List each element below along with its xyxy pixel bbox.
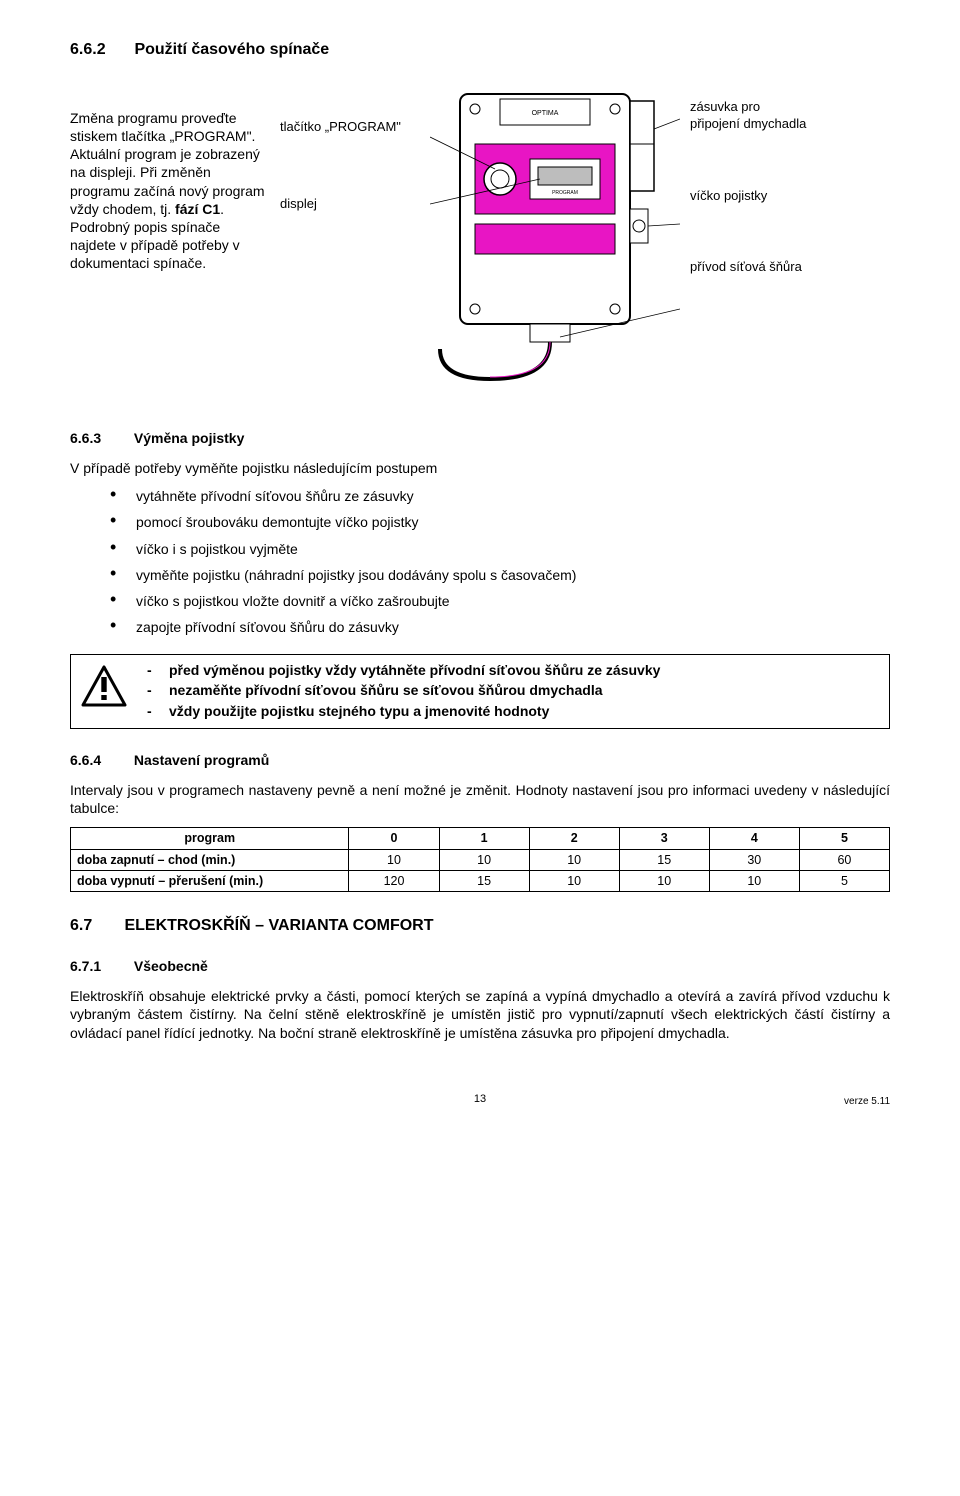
warning-box: před výměnou pojistky vždy vytáhněte pří…: [70, 654, 890, 729]
list-item: víčko s pojistkou vložte dovnitř a víčko…: [110, 592, 890, 610]
heading-67: 6.7 ELEKTROSKŘÍŇ – VARIANTA COMFORT: [70, 916, 890, 937]
table-cell: 10: [349, 849, 439, 870]
diagram-labels-right: zásuvka pro připojení dmychadla víčko po…: [690, 89, 810, 332]
list-item: vytáhněte přívodní síťovou šňůru ze zásu…: [110, 487, 890, 505]
label-fuse-cap: víčko pojistky: [690, 188, 810, 205]
table-cell: 60: [799, 849, 889, 870]
table-header: program: [71, 828, 349, 849]
device-diagram: OPTIMA PROGRAM: [430, 89, 680, 389]
heading-664: 6.6.4 Nastavení programů: [70, 751, 890, 769]
intro-663: V případě potřeby vyměňte pojistku násle…: [70, 459, 890, 477]
para-664: Intervaly jsou v programech nastaveny pe…: [70, 781, 890, 817]
table-cell: 30: [709, 849, 799, 870]
version-label: verze 5.11: [844, 1095, 890, 1108]
para-671: Elektroskříň obsahuje elektrické prvky a…: [70, 987, 890, 1042]
list-item: pomocí šroubováku demontujte víčko pojis…: [110, 513, 890, 531]
table-header: 1: [439, 828, 529, 849]
heading-663: 6.6.3 Výměna pojistky: [70, 429, 890, 447]
table-cell: doba zapnutí – chod (min.): [71, 849, 349, 870]
page-footer: 13 verze 5.11: [70, 1092, 890, 1106]
table-header: 2: [529, 828, 619, 849]
table-header: 5: [799, 828, 889, 849]
warning-item: před výměnou pojistky vždy vytáhněte pří…: [141, 661, 660, 679]
label-power-cord: přívod síťová šňůra: [690, 259, 810, 276]
svg-text:PROGRAM: PROGRAM: [552, 190, 578, 196]
table-cell: 10: [709, 870, 799, 891]
table-header: 0: [349, 828, 439, 849]
table-cell: 5: [799, 870, 889, 891]
table-cell: doba vypnutí – přerušení (min.): [71, 870, 349, 891]
warning-item: vždy použijte pojistku stejného typu a j…: [141, 702, 660, 720]
steps-list: vytáhněte přívodní síťovou šňůru ze zásu…: [110, 487, 890, 636]
label-program-button: tlačítko „PROGRAM": [280, 119, 420, 136]
intro-paragraph: Změna programu proveďte stiskem tlačítka…: [70, 89, 270, 273]
table-row: doba zapnutí – chod (min.) 10 10 10 15 3…: [71, 849, 890, 870]
table-row: doba vypnutí – přerušení (min.) 120 15 1…: [71, 870, 890, 891]
diagram-row: Změna programu proveďte stiskem tlačítka…: [70, 89, 890, 389]
heading-671: 6.7.1 Všeobecně: [70, 957, 890, 975]
table-cell: 10: [439, 849, 529, 870]
table-cell: 120: [349, 870, 439, 891]
table-cell: 10: [529, 870, 619, 891]
table-row: program 0 1 2 3 4 5: [71, 828, 890, 849]
table-cell: 15: [439, 870, 529, 891]
list-item: zapojte přívodní síťovou šňůru do zásuvk…: [110, 618, 890, 636]
heading-662: 6.6.2 Použití časového spínače: [70, 40, 890, 61]
warning-list: před výměnou pojistky vždy vytáhněte pří…: [141, 661, 660, 722]
table-cell: 10: [619, 870, 709, 891]
svg-text:OPTIMA: OPTIMA: [532, 110, 559, 117]
table-cell: 15: [619, 849, 709, 870]
label-display: displej: [280, 196, 420, 213]
list-item: vyměňte pojistku (náhradní pojistky jsou…: [110, 566, 890, 584]
heading-num: 6.6.2: [70, 40, 130, 61]
program-table: program 0 1 2 3 4 5 doba zapnutí – chod …: [70, 827, 890, 892]
table-header: 3: [619, 828, 709, 849]
table-header: 4: [709, 828, 799, 849]
warning-icon: [81, 665, 127, 707]
list-item: víčko i s pojistkou vyjměte: [110, 540, 890, 558]
diagram-labels-left: tlačítko „PROGRAM" displej: [280, 89, 420, 273]
table-cell: 10: [529, 849, 619, 870]
warning-item: nezaměňte přívodní síťovou šňůru se síťo…: [141, 681, 660, 699]
page-number: 13: [474, 1093, 486, 1105]
label-socket: zásuvka pro připojení dmychadla: [690, 99, 810, 133]
heading-text: Použití časového spínače: [134, 41, 329, 58]
